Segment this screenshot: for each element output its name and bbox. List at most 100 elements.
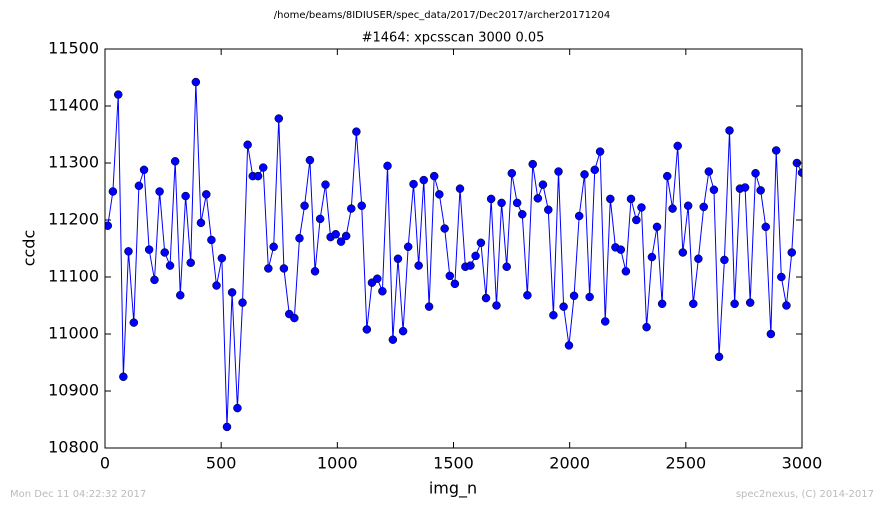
data-point — [274, 114, 284, 123]
x-tick-label: 1000 — [317, 454, 358, 473]
data-point — [580, 170, 589, 179]
y-tick-label: 11000 — [48, 324, 99, 343]
data-point — [336, 237, 346, 246]
data-point — [725, 126, 734, 135]
data-point — [347, 204, 356, 213]
data-point — [119, 372, 128, 381]
data-point — [492, 301, 501, 310]
data-point — [766, 329, 776, 339]
data-point — [445, 271, 455, 281]
data-point — [662, 171, 672, 181]
data-point — [222, 422, 232, 432]
data-point — [362, 325, 372, 334]
data-point — [730, 299, 739, 309]
data-point — [181, 191, 190, 201]
data-point — [782, 301, 791, 310]
data-point — [523, 290, 532, 300]
data-point — [652, 222, 662, 232]
data-point — [176, 290, 185, 300]
data-point — [694, 254, 703, 264]
data-point — [486, 194, 496, 204]
data-point — [497, 198, 506, 208]
footer-credit: spec2nexus, (C) 2014-2017 — [736, 489, 874, 500]
data-point — [295, 233, 304, 243]
data-point — [315, 214, 325, 224]
data-point — [160, 248, 169, 257]
data-point — [471, 251, 480, 261]
data-point — [642, 322, 651, 332]
data-point — [305, 155, 315, 165]
data-point — [108, 187, 118, 196]
data-point — [616, 245, 626, 254]
data-point — [227, 288, 237, 297]
x-tick-label: 3000 — [782, 454, 823, 473]
data-point — [714, 352, 724, 362]
data-point — [637, 203, 646, 212]
data-point — [341, 231, 351, 241]
data-point — [538, 180, 548, 189]
data-point — [720, 255, 729, 265]
data-point — [574, 211, 584, 221]
data-point — [150, 275, 159, 285]
footer-timestamp: Mon Dec 11 04:22:32 2017 — [10, 489, 146, 500]
data-point — [435, 190, 444, 199]
data-point — [378, 287, 387, 296]
data-point — [709, 185, 719, 195]
data-point — [139, 165, 149, 175]
data-point — [761, 222, 771, 232]
data-point — [217, 253, 227, 263]
data-point — [600, 317, 610, 326]
data-point — [352, 127, 361, 136]
data-point — [155, 187, 164, 196]
data-point — [258, 163, 268, 172]
data-point — [170, 157, 180, 166]
data-point — [569, 291, 579, 301]
x-tick-label: 2000 — [549, 454, 590, 473]
data-point — [429, 171, 439, 181]
x-tick-label: 0 — [100, 454, 110, 473]
data-point — [704, 167, 714, 176]
axes-frame — [104, 48, 803, 449]
data-point — [238, 298, 247, 307]
data-point — [595, 147, 605, 156]
data-point — [196, 218, 206, 228]
data-point — [129, 318, 139, 327]
data-point — [202, 190, 211, 199]
y-tick-label: 11300 — [48, 153, 99, 172]
data-point — [253, 171, 263, 181]
data-point — [212, 281, 221, 290]
data-point — [626, 194, 636, 204]
data-point — [590, 165, 600, 175]
data-point — [269, 242, 278, 252]
chart-title: #1464: xpcsscan 3000 0.05 — [362, 31, 545, 46]
data-point — [502, 262, 511, 271]
data-point — [564, 341, 574, 350]
data-point — [233, 403, 242, 413]
data-point — [388, 335, 398, 344]
data-point — [528, 159, 537, 169]
series-line — [107, 82, 802, 427]
data-point — [507, 169, 517, 178]
data-point — [264, 264, 273, 273]
y-tick-label: 11100 — [48, 267, 99, 286]
data-point — [113, 90, 123, 99]
data-point — [409, 179, 418, 189]
data-point — [243, 140, 252, 150]
y-axis-label: ccdc — [20, 230, 39, 267]
data-point — [331, 230, 340, 239]
data-point — [398, 326, 408, 336]
data-point — [554, 167, 563, 176]
data-point — [740, 183, 750, 192]
data-point — [450, 279, 460, 289]
data-point — [787, 248, 797, 257]
suptitle: /home/beams/8IDIUSER/spec_data/2017/Dec2… — [274, 10, 610, 21]
data-point — [144, 245, 154, 254]
data-point — [699, 202, 708, 212]
data-point — [518, 210, 527, 219]
data-point — [300, 201, 309, 210]
data-point — [466, 261, 475, 270]
data-point — [771, 146, 781, 155]
data-point — [105, 221, 113, 230]
data-point — [403, 242, 413, 252]
